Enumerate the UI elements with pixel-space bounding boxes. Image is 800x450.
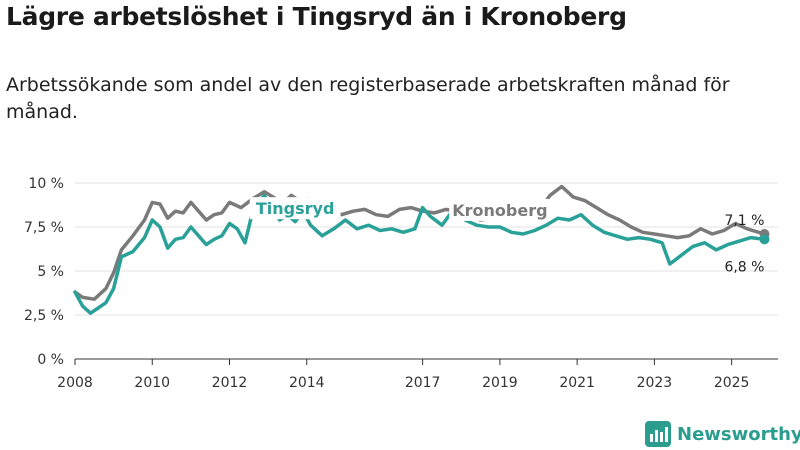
series-label-tingsryd: Tingsryd [256,199,335,218]
x-tick-label: 2025 [714,375,750,391]
x-tick-label: 2021 [559,375,595,391]
y-tick-label: 10 % [28,176,64,192]
x-tick-label: 2017 [405,375,441,391]
end-value-label-tingsryd: 6,8 % [724,259,764,275]
series-line-kronoberg [73,184,767,301]
series-line-tingsryd [73,193,767,315]
x-tick-label: 2012 [212,375,248,391]
series-label-background [249,197,341,220]
x-tick-label: 2019 [482,375,518,391]
x-tick-label: 2008 [57,375,93,391]
line-chart: 0 % 2,5 % 5 % 7,5 % 10 % 2008 2010 2012 2014 2017… [24,176,778,391]
x-tick-label: 2023 [637,375,673,391]
brand-name: Newsworthy [677,423,800,445]
x-tick-label: 2010 [134,375,170,391]
chart-subtitle: Arbetssökande som andel av den registerb… [6,74,730,123]
series-label-kronoberg: Kronoberg [452,201,547,220]
series-end-point-tingsryd [759,234,770,245]
series-label-background [449,198,551,221]
brand-logo: Newsworthy [645,420,800,448]
x-tick-label: 2014 [289,375,325,391]
newsworthy-icon [645,421,671,447]
y-tick-label: 0 % [37,352,64,368]
end-value-label-kronoberg: 7,1 % [724,213,764,229]
y-tick-label: 2,5 % [24,308,64,324]
chart-title: Lägre arbetslöshet i Tingsryd än i Krono… [6,2,627,31]
y-tick-label: 5 % [37,264,64,280]
y-tick-label: 7,5 % [24,220,64,236]
